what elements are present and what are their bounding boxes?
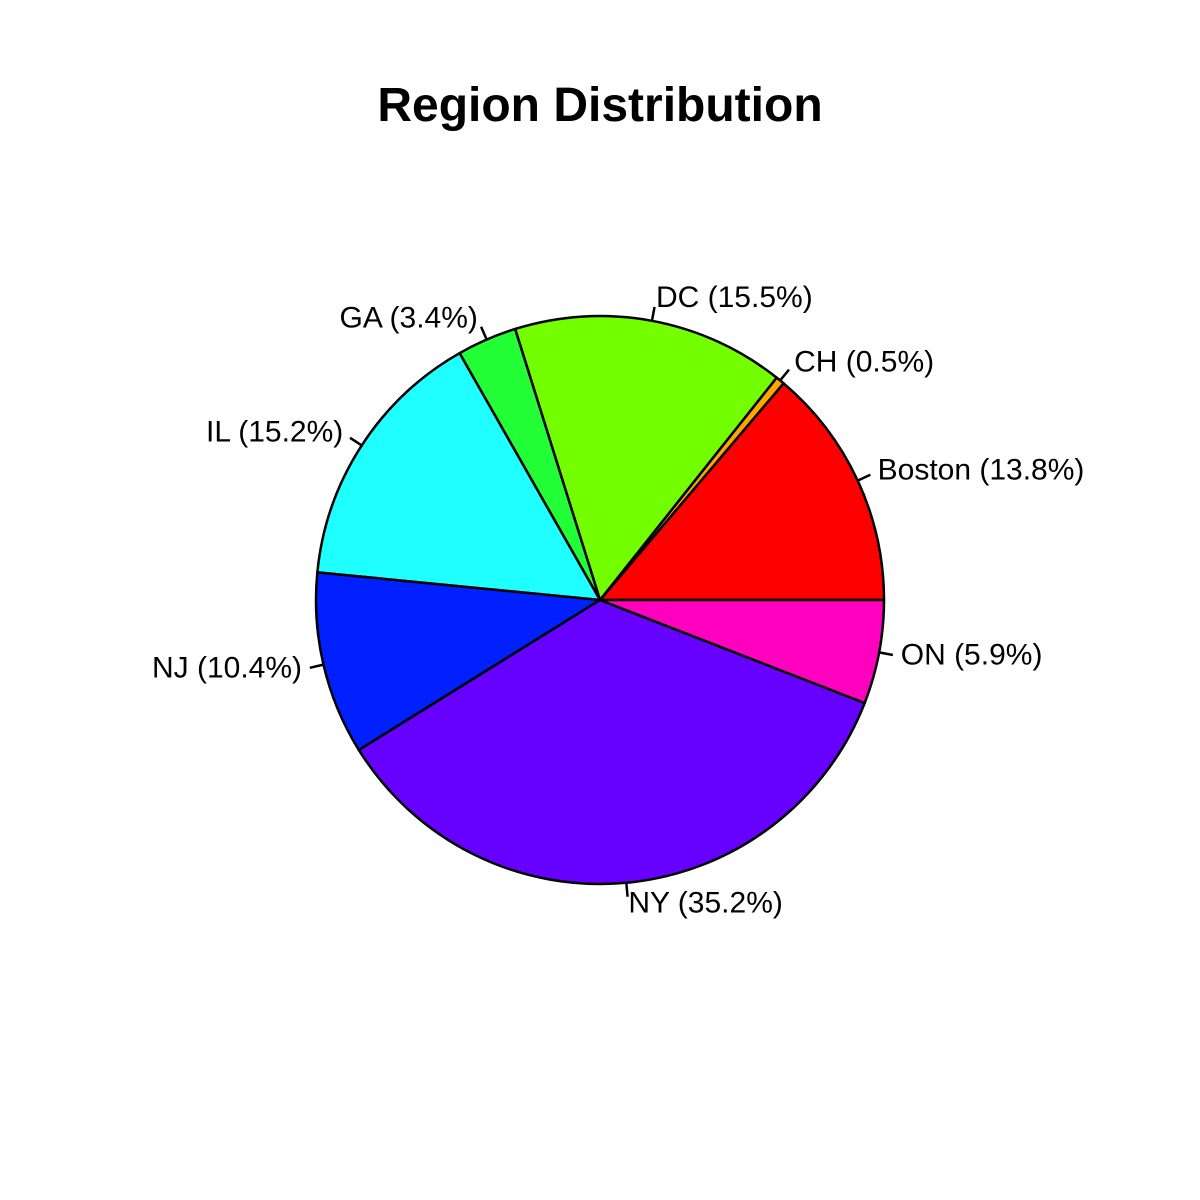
chart-title: Region Distribution xyxy=(377,79,823,132)
label-tick-ga xyxy=(479,326,488,341)
slice-label-boston: Boston (13.8%) xyxy=(878,453,1085,486)
pie-slice-on xyxy=(598,598,886,705)
label-tick-dc xyxy=(650,306,656,322)
label-tick-il xyxy=(349,436,363,447)
pie-slice-il xyxy=(316,351,602,602)
label-tick-on xyxy=(878,651,894,657)
label-tick-boston xyxy=(857,473,871,482)
label-tick-ch xyxy=(779,368,790,382)
slice-label-ga: GA (3.4%) xyxy=(340,301,478,334)
slice-label-ch: CH (0.5%) xyxy=(794,345,934,378)
slice-label-il: IL (15.2%) xyxy=(206,415,343,448)
pie-slice-ny xyxy=(357,598,866,886)
label-tick-nj xyxy=(309,663,324,670)
slice-label-nj: NJ (10.4%) xyxy=(152,652,302,685)
slice-label-on: ON (5.9%) xyxy=(901,638,1043,671)
slice-label-ny: NY (35.2%) xyxy=(628,887,783,920)
label-tick-ny xyxy=(625,882,629,897)
slice-label-dc: DC (15.5%) xyxy=(656,281,813,314)
